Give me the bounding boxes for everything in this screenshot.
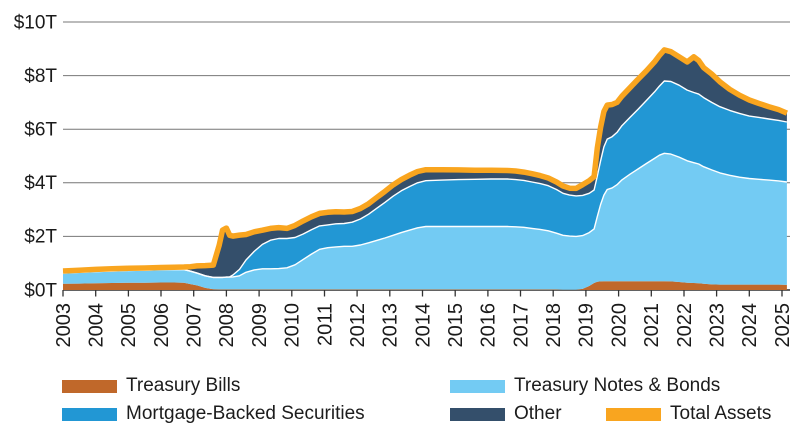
legend-swatch-treasury-notes-bonds <box>450 379 505 393</box>
y-axis-tick-label: $10T <box>14 12 58 33</box>
legend-label-treasury-notes-bonds: Treasury Notes & Bonds <box>514 375 721 396</box>
x-axis-tick-label: 2004 <box>86 303 108 348</box>
x-axis-tick-label: 2010 <box>282 303 304 348</box>
y-axis-tick-label: $8T <box>24 66 57 87</box>
legend-label-treasury-bills: Treasury Bills <box>126 375 241 396</box>
x-axis-tick-label: 2007 <box>184 303 206 348</box>
x-axis-tick-label: 2022 <box>674 303 696 348</box>
x-axis-tick-label: 2003 <box>53 303 75 348</box>
x-axis-tick-label: 2015 <box>445 303 467 348</box>
x-axis-tick-label: 2011 <box>314 303 336 346</box>
x-axis-tick-label: 2025 <box>772 303 794 348</box>
y-axis-tick-label: $4T <box>24 173 57 194</box>
legend-item-treasury-bills: Treasury Bills <box>62 375 240 397</box>
legend-item-treasury-notes-bonds: Treasury Notes & Bonds <box>450 375 720 397</box>
legend-label-mortgage-backed-securities: Mortgage-Backed Securities <box>126 403 365 424</box>
x-axis-tick-label: 2021 <box>641 303 663 348</box>
x-axis-tick-label: 2009 <box>249 303 271 348</box>
area-treasury-notes-bonds <box>63 153 787 290</box>
x-axis-tick-label: 2018 <box>543 303 565 348</box>
x-axis-tick-label: 2017 <box>510 303 532 348</box>
legend-swatch-treasury-bills <box>62 379 117 393</box>
x-axis-tick-label: 2016 <box>478 303 500 348</box>
legend-label-total-assets: Total Assets <box>670 403 772 424</box>
x-axis-tick-label: 2023 <box>706 303 728 348</box>
layer-boundary-line <box>62 80 788 279</box>
x-axis-tick-label: 2013 <box>380 303 402 348</box>
legend-swatch-total-assets <box>606 407 661 421</box>
y-axis-tick-label: $2T <box>24 227 57 248</box>
legend-item-total-assets: Total Assets <box>606 403 771 425</box>
y-axis-tick-label: $0T <box>24 280 57 301</box>
legend-item-mortgage-backed-securities: Mortgage-Backed Securities <box>62 403 365 425</box>
x-axis-tick-label: 2008 <box>216 303 238 348</box>
x-axis-tick-label: 2024 <box>739 303 761 348</box>
legend-swatch-mortgage-backed-securities <box>62 407 117 421</box>
y-axis-tick-label: $6T <box>24 119 57 140</box>
area-treasury-bills <box>63 281 787 290</box>
x-axis-tick-label: 2012 <box>347 303 369 348</box>
x-axis-tick-label: 2014 <box>412 303 434 348</box>
chart-plot-area: $0T $2T $4T $6T $8T $10T 2003 2004 2005 2006 2007 2… <box>14 12 794 348</box>
total-assets-line <box>62 47 788 274</box>
x-axis-tick-label: 2020 <box>608 303 630 348</box>
x-axis-tick-label: 2019 <box>576 303 598 348</box>
x-axis-tick-label: 2005 <box>118 303 140 348</box>
legend-label-other: Other <box>514 403 562 424</box>
x-axis-tick-label: 2006 <box>151 303 173 348</box>
legend-swatch-other <box>450 407 505 421</box>
legend-item-other: Other <box>450 403 562 425</box>
